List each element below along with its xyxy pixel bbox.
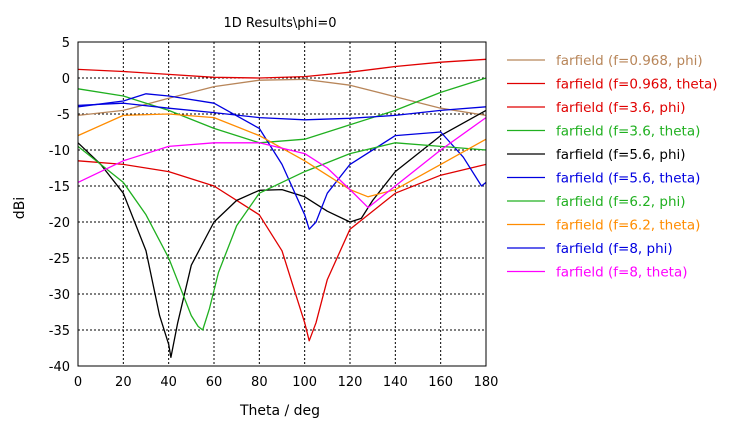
legend-label-9: farfield (f=8, theta) <box>556 265 688 281</box>
y-tick-label: -15 <box>49 180 70 195</box>
x-tick-label: 100 <box>292 375 317 390</box>
legend-label-3: farfield (f=3.6, theta) <box>556 124 700 140</box>
series-line-1 <box>77 58 487 79</box>
chart-title: 1D Results\phi=0 <box>223 16 336 31</box>
y-axis-label: dBi <box>12 197 28 219</box>
legend-label-7: farfield (f=6.2, theta) <box>556 218 700 234</box>
legend-label-0: farfield (f=0.968, phi) <box>556 53 703 69</box>
x-tick-label: 120 <box>338 375 363 390</box>
x-tick-label: 180 <box>474 375 499 390</box>
legend-label-6: farfield (f=6.2, phi) <box>556 194 686 210</box>
x-tick-label: 160 <box>428 375 453 390</box>
series-line-9 <box>77 117 487 209</box>
x-tick-labels: 0 20 40 60 80 100 120 140 160 180 <box>74 375 499 390</box>
legend-label-4: farfield (f=5.6, phi) <box>556 147 686 163</box>
y-tick-label: 5 <box>62 36 70 51</box>
legend: farfield (f=0.968, phi) farfield (f=0.968… <box>507 53 718 281</box>
series-line-4 <box>77 109 487 359</box>
y-tick-label: -10 <box>49 144 70 159</box>
x-tick-label: 140 <box>383 375 408 390</box>
y-tick-label: -20 <box>49 216 70 231</box>
x-tick-label: 80 <box>251 375 268 390</box>
plot-frame <box>77 41 487 367</box>
legend-label-1: farfield (f=0.968, theta) <box>556 77 718 93</box>
y-tick-label: -25 <box>49 252 70 267</box>
y-tick-labels: 5 0 -5 -10 -15 -20 -25 -30 -35 -40 <box>49 36 70 375</box>
x-tick-label: 0 <box>74 375 82 390</box>
series-line-3 <box>77 77 487 144</box>
series-line-2 <box>77 160 487 342</box>
x-axis-label: Theta / deg <box>239 403 320 419</box>
series-line-5 <box>77 93 487 230</box>
series-lines <box>77 58 487 359</box>
legend-label-8: farfield (f=8, phi) <box>556 241 673 257</box>
y-tick-label: -35 <box>49 324 70 339</box>
y-tick-label: -5 <box>57 108 70 123</box>
series-line-0 <box>77 78 487 117</box>
x-tick-label: 20 <box>115 375 132 390</box>
grid <box>78 42 486 366</box>
x-tick-label: 60 <box>206 375 223 390</box>
y-tick-label: -30 <box>49 288 70 303</box>
y-tick-label: 0 <box>62 72 70 87</box>
legend-label-2: farfield (f=3.6, phi) <box>556 100 686 116</box>
series-line-6 <box>77 142 487 331</box>
series-line-7 <box>77 113 487 198</box>
y-tick-label: -40 <box>49 360 70 375</box>
series-line-8 <box>77 102 487 121</box>
x-tick-label: 40 <box>160 375 177 390</box>
legend-label-5: farfield (f=5.6, theta) <box>556 171 700 187</box>
